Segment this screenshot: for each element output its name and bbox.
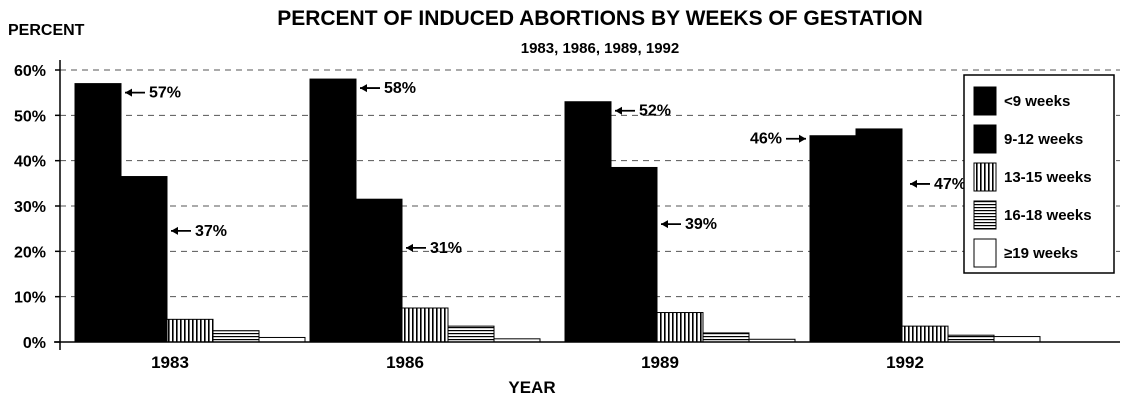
- x-tick-labels: 1983 1986 1989 1992: [151, 353, 924, 372]
- data-label: 31%: [430, 240, 462, 257]
- bar: [355, 198, 403, 343]
- bar: [702, 332, 750, 343]
- data-label: 57%: [149, 85, 181, 102]
- y-tick-label: 60%: [14, 63, 46, 80]
- annotation-arrowhead: [661, 220, 668, 229]
- legend-swatch: [973, 86, 997, 116]
- bar: [74, 83, 122, 343]
- bar: [901, 325, 949, 343]
- chart-subtitle: 1983, 1986, 1989, 1992: [521, 40, 679, 57]
- data-label: 46%: [750, 131, 782, 148]
- legend: <9 weeks 9-12 weeks 13-15 weeks 16-18 weeks…: [963, 74, 1115, 274]
- legend-swatch: [973, 162, 997, 192]
- bar: [564, 101, 612, 343]
- legend-label: 9-12 weeks: [1004, 131, 1083, 148]
- bar: [212, 330, 260, 343]
- data-label: 39%: [685, 216, 717, 233]
- y-axis-label: PERCENT: [8, 22, 85, 39]
- y-tick-label: 50%: [14, 108, 46, 125]
- legend-label: <9 weeks: [1004, 93, 1070, 110]
- y-tick-label: 10%: [14, 290, 46, 307]
- bar: [947, 334, 995, 343]
- y-tick-label: 30%: [14, 199, 46, 216]
- x-tick-label: 1986: [386, 353, 424, 372]
- annotation-arrowhead: [799, 134, 806, 143]
- bar: [401, 307, 449, 343]
- bar: [656, 312, 704, 343]
- y-tick-labels: 0% 10% 20% 30% 40% 50% 60%: [14, 63, 46, 352]
- legend-swatch: [973, 124, 997, 154]
- legend-swatch: [973, 238, 997, 268]
- bar: [809, 135, 857, 343]
- bar: [855, 128, 903, 343]
- annotation-arrowhead: [171, 226, 178, 235]
- data-label: 52%: [639, 103, 671, 120]
- y-tick-label: 0%: [23, 335, 46, 352]
- legend-label: 13-15 weeks: [1004, 169, 1092, 186]
- annotation-arrowhead: [910, 179, 917, 188]
- chart-title: PERCENT OF INDUCED ABORTIONS BY WEEKS OF…: [277, 7, 923, 30]
- data-label: 47%: [934, 176, 966, 193]
- data-label: 37%: [195, 223, 227, 240]
- x-axis-label: YEAR: [508, 378, 555, 397]
- bar: [610, 166, 658, 343]
- bar: [166, 318, 214, 343]
- annotations: 57% 37% 58% 31% 52% 39% 46% 47%: [125, 80, 966, 257]
- y-tick-label: 40%: [14, 154, 46, 171]
- annotation-arrowhead: [406, 243, 413, 252]
- legend-swatch: [973, 200, 997, 230]
- data-label: 58%: [384, 80, 416, 97]
- x-tick-label: 1992: [886, 353, 924, 372]
- axes: [54, 60, 1120, 350]
- x-tick-label: 1983: [151, 353, 189, 372]
- bar: [309, 78, 357, 343]
- annotation-arrowhead: [615, 106, 622, 115]
- bar: [120, 176, 168, 343]
- legend-label: 16-18 weeks: [1004, 207, 1092, 224]
- annotation-arrowhead: [360, 84, 367, 93]
- annotation-arrowhead: [125, 88, 132, 97]
- bar: [447, 325, 495, 343]
- bars: [74, 78, 1041, 343]
- x-tick-label: 1989: [641, 353, 679, 372]
- bar: [993, 336, 1041, 343]
- y-tick-label: 20%: [14, 244, 46, 261]
- legend-label: ≥19 weeks: [1004, 245, 1078, 262]
